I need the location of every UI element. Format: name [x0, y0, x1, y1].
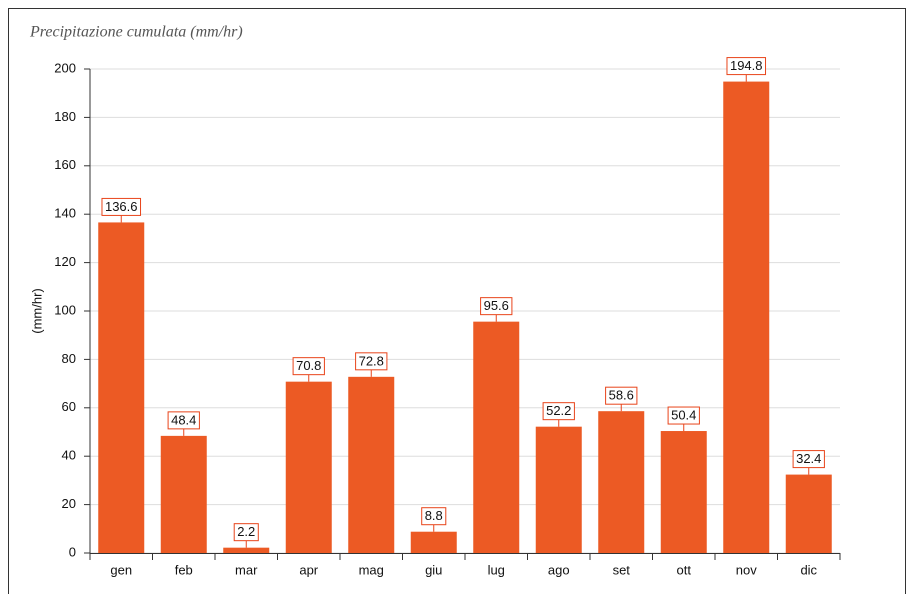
bar [723, 81, 770, 554]
y-tick-label: 140 [54, 206, 76, 221]
y-tick-label: 0 [69, 544, 76, 559]
bar [660, 431, 707, 553]
x-tick-label: set [613, 562, 631, 577]
value-label-box [355, 352, 388, 371]
x-tick-label: ott [677, 562, 692, 577]
value-label-box [792, 450, 825, 469]
y-tick-label: 120 [54, 254, 76, 269]
value-label-box [480, 297, 513, 316]
x-tick-label: ago [548, 562, 570, 577]
x-tick-label: dic [800, 562, 817, 577]
value-label: 2.2 [237, 524, 255, 539]
chart-title: Precipitazione cumulata (mm/hr) [29, 24, 243, 41]
x-tick-label: lug [488, 562, 505, 577]
value-label-box [726, 57, 767, 76]
y-tick-label: 100 [54, 302, 76, 317]
frame [8, 8, 906, 594]
bar [598, 411, 645, 553]
bar [785, 474, 832, 553]
bar [160, 435, 207, 553]
bar [410, 531, 457, 553]
value-label: 50.4 [671, 407, 696, 422]
bar [348, 376, 395, 553]
value-label: 72.8 [359, 353, 384, 368]
bar [223, 547, 270, 553]
y-tick-label: 180 [54, 109, 76, 124]
value-label-box [233, 523, 259, 542]
value-label: 52.2 [546, 403, 571, 418]
bar [535, 426, 582, 553]
value-label-box [167, 411, 200, 430]
x-tick-label: feb [175, 562, 193, 577]
value-label-box [292, 357, 325, 376]
bar [473, 321, 520, 553]
bar [98, 222, 145, 554]
value-label: 8.8 [425, 508, 443, 523]
x-tick-label: nov [736, 562, 757, 577]
bar [285, 381, 332, 553]
y-axis-label: (mm/hr) [29, 288, 44, 334]
y-tick-label: 200 [54, 60, 76, 75]
value-label: 48.4 [171, 412, 196, 427]
x-tick-label: mar [235, 562, 258, 577]
x-tick-label: mag [359, 562, 384, 577]
x-tick-label: apr [299, 562, 318, 577]
value-label: 136.6 [105, 199, 138, 214]
value-label-box [101, 197, 142, 216]
value-label-box [667, 406, 700, 425]
y-tick-label: 80 [62, 351, 76, 366]
y-tick-label: 40 [62, 448, 76, 463]
y-tick-label: 60 [62, 399, 76, 414]
value-label: 32.4 [796, 451, 821, 466]
y-tick-label: 20 [62, 496, 76, 511]
value-label: 58.6 [609, 388, 634, 403]
y-tick-label: 160 [54, 157, 76, 172]
value-label-box [542, 402, 575, 421]
x-tick-label: giu [425, 562, 442, 577]
value-label-box [605, 386, 638, 405]
value-label: 194.8 [730, 58, 763, 73]
x-tick-label: gen [110, 562, 132, 577]
value-label: 95.6 [484, 298, 509, 313]
value-label: 70.8 [296, 358, 321, 373]
value-label-box [421, 507, 447, 526]
